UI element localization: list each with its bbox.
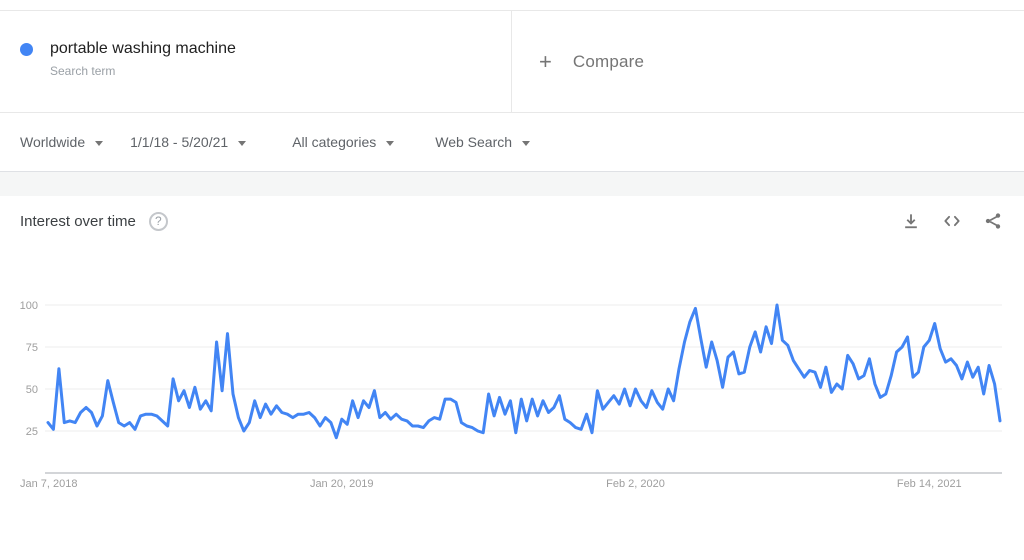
caret-down-icon	[522, 140, 531, 146]
x-axis-label: Jan 7, 2018	[20, 478, 78, 490]
chart-title: Interest over time	[20, 212, 136, 230]
x-axis-label: Jan 20, 2019	[310, 478, 374, 490]
help-icon[interactable]: ?	[148, 211, 168, 231]
chart-header: Interest over time ?	[0, 196, 1024, 244]
date-range-filter-value: 1/1/18 - 5/20/21	[130, 134, 229, 150]
x-axis-label: Feb 2, 2020	[606, 478, 665, 490]
search-terms-bar: portable washing machine Search term + C…	[0, 10, 1024, 113]
search-type-filter-dropdown[interactable]: Web Search	[435, 134, 531, 150]
search-type-filter-value: Web Search	[435, 134, 513, 150]
share-icon	[985, 213, 1001, 229]
search-term-type: Search term	[50, 64, 116, 78]
search-term-text: portable washing machine Search term	[50, 39, 236, 78]
region-filter-value: Worldwide	[20, 134, 86, 150]
category-filter-dropdown[interactable]: All categories	[292, 134, 395, 150]
chart-actions	[898, 208, 1006, 234]
series-color-dot-icon	[20, 43, 33, 56]
download-icon	[905, 214, 917, 229]
caret-down-icon	[386, 140, 395, 146]
region-filter-dropdown[interactable]: Worldwide	[20, 134, 104, 150]
category-filter-value: All categories	[292, 134, 377, 150]
embed-icon	[944, 215, 960, 227]
y-axis-label: 100	[20, 300, 38, 312]
embed-button[interactable]	[938, 208, 966, 234]
y-axis-label: 25	[26, 426, 38, 438]
download-button[interactable]	[898, 208, 924, 234]
share-button[interactable]	[980, 208, 1006, 234]
caret-down-icon	[95, 140, 104, 146]
plus-icon: +	[539, 48, 552, 74]
interest-over-time-card: Interest over time ? 25 50 75 100 Jan 7, 201…	[0, 196, 1024, 544]
date-range-filter-dropdown[interactable]: 1/1/18 - 5/20/21	[130, 134, 247, 150]
add-comparison-button[interactable]: + Compare	[512, 11, 1024, 112]
search-term-card: portable washing machine Search term	[0, 11, 512, 112]
y-axis-label: 50	[26, 384, 38, 396]
y-axis-label: 75	[26, 342, 38, 354]
interest-over-time-chart[interactable]: 25 50 75 100 Jan 7, 2018 Jan 20, 2019 Feb 2, 2…	[0, 244, 1024, 544]
search-term-title: portable washing machine	[50, 40, 236, 57]
compare-label: Compare	[572, 51, 645, 71]
section-gap	[0, 172, 1024, 196]
caret-down-icon	[238, 140, 247, 146]
x-axis-label: Feb 14, 2021	[897, 478, 962, 490]
trend-line	[46, 303, 1002, 440]
filter-bar: Worldwide 1/1/18 - 5/20/21 All categorie…	[0, 113, 1024, 172]
